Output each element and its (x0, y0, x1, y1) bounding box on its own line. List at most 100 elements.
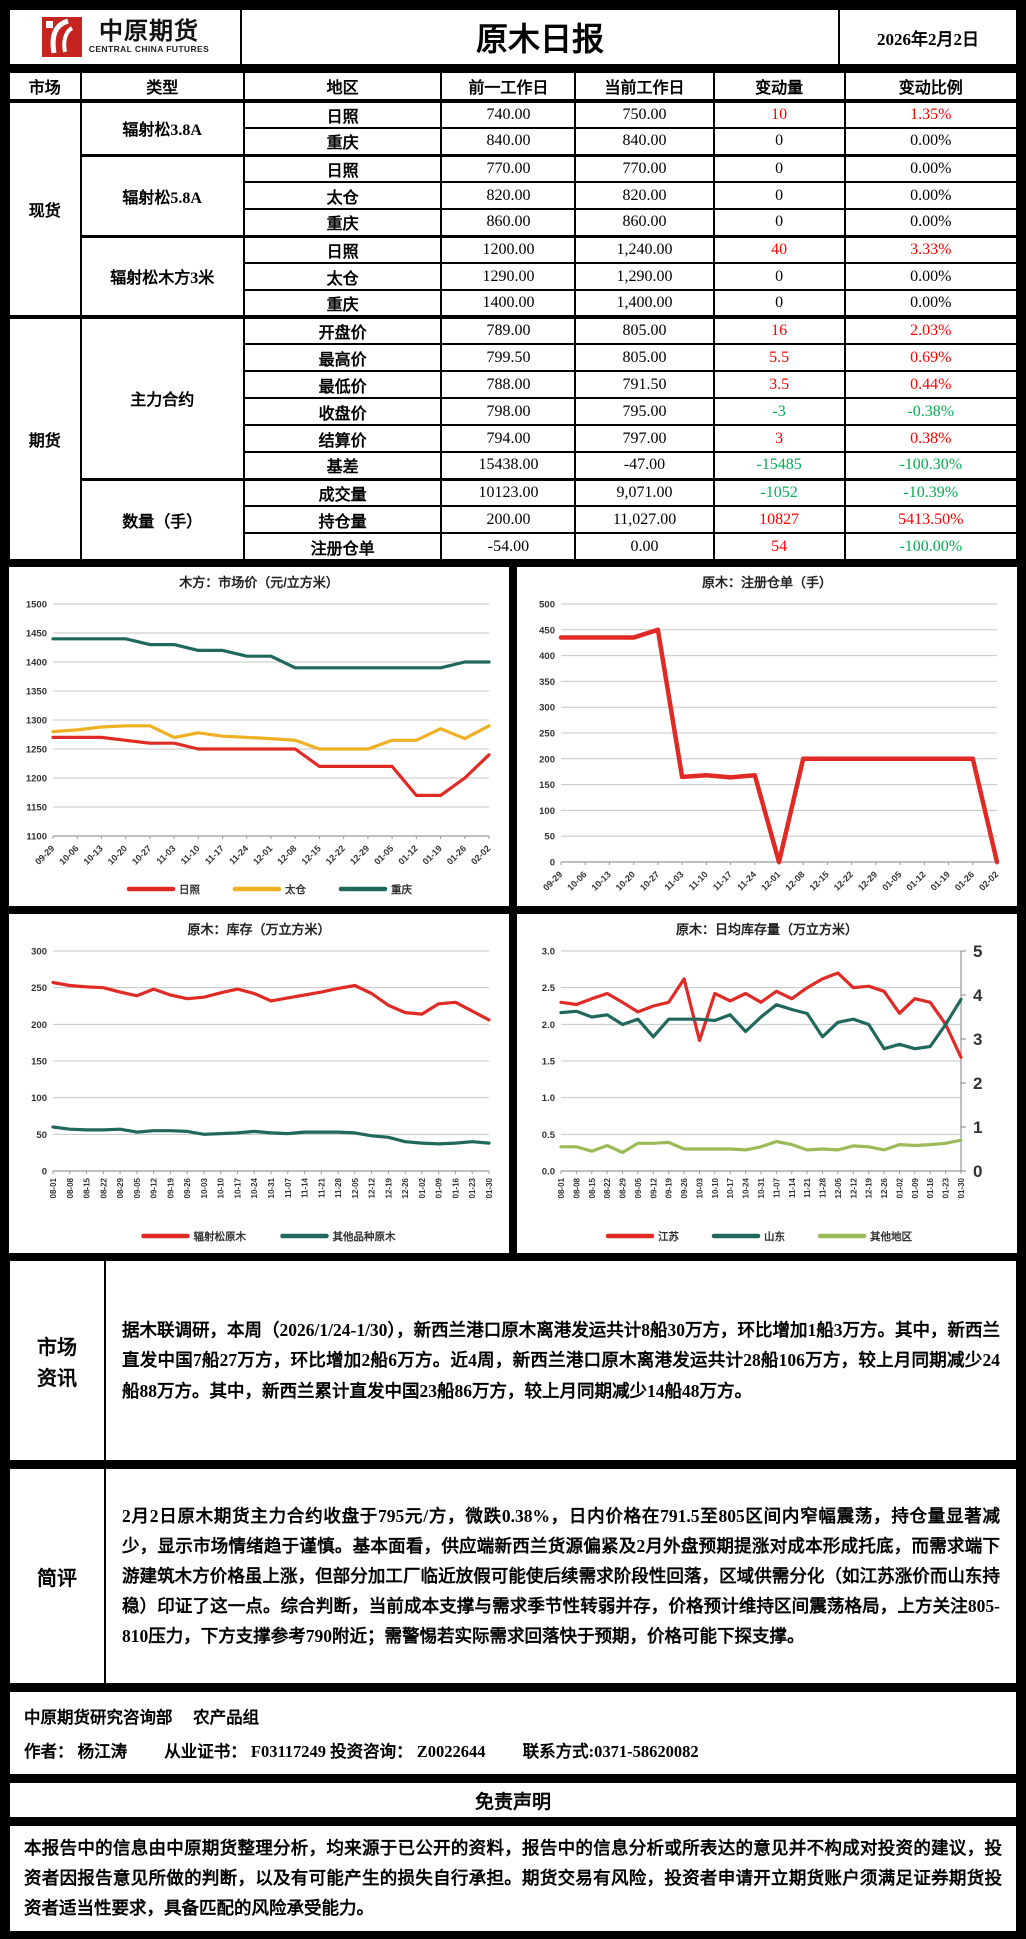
region-cell: 重庆 (242, 208, 443, 237)
svg-text:10-17: 10-17 (233, 1177, 242, 1198)
curr-value-cell: 750.00 (574, 99, 715, 129)
change-pct-cell: 0.00% (843, 153, 1019, 183)
curr-value-cell: 840.00 (574, 127, 715, 156)
svg-text:11-28: 11-28 (334, 1177, 343, 1198)
svg-text:11-10: 11-10 (179, 843, 202, 866)
change-pct-cell: 0.00% (843, 208, 1019, 237)
svg-text:12-29: 12-29 (856, 869, 879, 892)
comment-text: 2月2日原木期货主力合约收盘于795元/方，微跌0.38%，日内价格在791.5… (122, 1505, 1000, 1647)
chart-title: 木方：市场价（元/立方米） (179, 575, 339, 590)
svg-text:01-26: 01-26 (953, 869, 976, 892)
market-cell: 期货 (8, 315, 82, 561)
svg-text:300: 300 (539, 703, 555, 714)
svg-text:5: 5 (973, 942, 982, 961)
svg-text:1150: 1150 (26, 803, 47, 814)
label-line: 市场 (37, 1336, 77, 1359)
svg-text:02-02: 02-02 (977, 869, 1000, 892)
svg-text:12-08: 12-08 (783, 869, 806, 892)
change-cell: 40 (712, 234, 846, 264)
curr-value-cell: 797.00 (574, 424, 715, 453)
prev-value-cell: 799.50 (440, 343, 577, 372)
curr-value-cell: 1,400.00 (574, 289, 715, 318)
svg-text:12-22: 12-22 (324, 843, 347, 866)
table-row: 太仓 1290.00 1,290.00 0 0.00% (9, 262, 1019, 291)
region-cell: 日照 (242, 153, 443, 183)
change-cell: 0 (712, 127, 846, 156)
svg-text:01-05: 01-05 (880, 869, 903, 892)
svg-text:10-10: 10-10 (217, 1177, 226, 1198)
col-header-change-pct: 变动比例 (843, 71, 1019, 102)
svg-text:400: 400 (539, 651, 555, 662)
prev-value-cell: 10123.00 (440, 477, 577, 507)
svg-text:08-01: 08-01 (49, 1177, 58, 1198)
svg-text:1: 1 (973, 1118, 982, 1137)
svg-text:12-12: 12-12 (368, 1177, 377, 1198)
svg-text:350: 350 (539, 677, 555, 688)
prev-value-cell: 1200.00 (440, 234, 577, 264)
svg-text:10-17: 10-17 (726, 1177, 735, 1198)
change-cell: 16 (712, 315, 846, 345)
prev-value-cell: 798.00 (440, 397, 577, 426)
svg-text:11-24: 11-24 (735, 869, 758, 892)
table-row: 最低价 788.00 791.50 3.5 0.44% (9, 370, 1019, 399)
author-line: 作者： 杨江涛 从业证书： F03117249 投资咨询： Z0022644 联… (24, 1742, 699, 1761)
prev-value-cell: 794.00 (440, 424, 577, 453)
svg-text:1300: 1300 (26, 716, 47, 727)
prev-value-cell: 789.00 (440, 315, 577, 345)
table-row: 辐射松木方3米 日照 1200.00 1,240.00 40 3.33% (9, 234, 1019, 318)
type-cell: 辐射松3.8A (79, 99, 245, 156)
svg-text:50: 50 (544, 832, 555, 843)
svg-text:11-14: 11-14 (301, 1177, 310, 1198)
change-pct-cell: -100.00% (843, 532, 1019, 561)
svg-text:09-05: 09-05 (634, 1177, 643, 1198)
disclaimer-text: 本报告中的信息由中原期货整理分析，均来源于已公开的资料，报告中的信息分析或所表达… (8, 1824, 1018, 1934)
svg-text:10-24: 10-24 (742, 1177, 751, 1198)
change-pct-cell: 0.00% (843, 289, 1019, 318)
svg-text:0: 0 (42, 1167, 47, 1178)
region-cell: 注册仓单 (242, 532, 443, 561)
svg-text:12-05: 12-05 (834, 1177, 843, 1198)
change-cell: 3 (712, 424, 846, 453)
table-row: 重庆 1400.00 1,400.00 0 0.00% (9, 289, 1019, 318)
svg-text:1350: 1350 (26, 687, 47, 698)
svg-text:01-09: 01-09 (435, 1177, 444, 1198)
prev-value-cell: 840.00 (440, 127, 577, 156)
svg-text:11-17: 11-17 (203, 843, 226, 866)
svg-text:4: 4 (973, 986, 983, 1005)
svg-text:01-05: 01-05 (372, 843, 395, 866)
curr-value-cell: 1,240.00 (574, 234, 715, 264)
footer-author-info: 中原期货研究咨询部 农产品组 作者： 杨江涛 从业证书： F03117249 投… (8, 1690, 1018, 1776)
curr-value-cell: 795.00 (574, 397, 715, 426)
svg-text:10-06: 10-06 (565, 869, 588, 892)
svg-text:2.5: 2.5 (542, 983, 556, 994)
region-cell: 重庆 (242, 127, 443, 156)
table-row: 持仓量 200.00 11,027.00 10827 5413.50% (9, 505, 1019, 534)
svg-text:09-05: 09-05 (133, 1177, 142, 1198)
svg-text:250: 250 (31, 983, 47, 994)
svg-text:200: 200 (539, 754, 555, 765)
svg-text:12-19: 12-19 (384, 1177, 393, 1198)
change-pct-cell: 5413.50% (843, 505, 1019, 534)
svg-text:0: 0 (550, 858, 555, 869)
svg-text:1400: 1400 (26, 658, 47, 669)
curr-value-cell: 770.00 (574, 153, 715, 183)
change-cell: 3.5 (712, 370, 846, 399)
svg-text:1100: 1100 (26, 832, 47, 843)
svg-text:100: 100 (539, 806, 555, 817)
curr-value-cell: 791.50 (574, 370, 715, 399)
svg-text:01-30: 01-30 (485, 1177, 494, 1198)
svg-text:12-08: 12-08 (275, 843, 298, 866)
change-cell: 0 (712, 208, 846, 237)
table-row: 基差 15438.00 -47.00 -15485 -100.30% (9, 451, 1019, 480)
svg-text:150: 150 (539, 780, 555, 791)
change-pct-cell: 1.35% (843, 99, 1019, 129)
table-row: 数量（手） 成交量 10123.00 9,071.00 -1052 -10.39% (9, 477, 1019, 561)
col-header-market: 市场 (8, 71, 82, 102)
svg-text:200: 200 (31, 1020, 47, 1031)
svg-text:10-13: 10-13 (590, 869, 613, 892)
svg-text:12-12: 12-12 (849, 1177, 858, 1198)
svg-text:08-01: 08-01 (557, 1177, 566, 1198)
svg-text:10-27: 10-27 (130, 843, 153, 866)
svg-text:2: 2 (973, 1074, 982, 1093)
